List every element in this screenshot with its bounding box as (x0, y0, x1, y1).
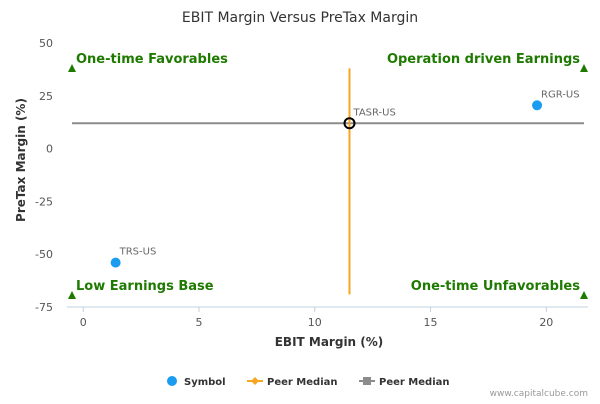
median-lines (72, 68, 584, 295)
y-tick-labels: 50 25 0 -25 -50 -75 (35, 37, 53, 314)
x-tick-label: 20 (539, 316, 553, 329)
quadrant-labels: One-time Favorables Operation driven Earn… (68, 52, 588, 299)
legend: Symbol Peer Median Peer Median (167, 376, 450, 388)
data-point (532, 100, 543, 111)
quadrant-marker-top-right (580, 64, 588, 72)
quadrant-label-top-left: One-time Favorables (76, 52, 228, 67)
x-tick-label: 0 (80, 316, 87, 329)
data-points: RGR-US TRS-US TASR-US (110, 89, 580, 268)
highlight-point-label: TASR-US (352, 107, 395, 118)
data-point (110, 257, 121, 268)
legend-marker-median-x (251, 377, 259, 385)
legend-marker-symbol (167, 376, 177, 386)
x-tick-labels: 0 5 10 15 20 (80, 307, 553, 329)
legend-label-median-y: Peer Median (379, 377, 450, 388)
y-tick-label: 25 (39, 90, 53, 103)
point-label: RGR-US (541, 89, 580, 100)
y-tick-label: -75 (35, 301, 53, 314)
y-tick-label: 50 (39, 37, 53, 50)
quadrant-marker-bottom-right (580, 291, 588, 299)
quadrant-marker-top-left (68, 64, 76, 72)
legend-label-symbol: Symbol (184, 377, 226, 388)
highlight-point (343, 117, 356, 130)
x-tick-label: 15 (424, 316, 438, 329)
legend-marker-median-y (363, 377, 371, 385)
y-tick-label: -25 (35, 195, 53, 208)
x-axis-label: EBIT Margin (%) (275, 335, 384, 349)
y-axis-label: PreTax Margin (%) (14, 98, 28, 222)
credit-text: www.capitalcube.com (490, 389, 588, 399)
chart-title: EBIT Margin Versus PreTax Margin (182, 10, 418, 26)
quadrant-marker-bottom-left (68, 291, 76, 299)
y-tick-label: -50 (35, 248, 53, 261)
legend-label-median-x: Peer Median (267, 377, 338, 388)
y-tick-label: 0 (46, 143, 53, 156)
quadrant-label-bottom-left: Low Earnings Base (76, 279, 214, 294)
quadrant-label-top-right: Operation driven Earnings (387, 52, 580, 67)
x-tick-label: 5 (195, 316, 202, 329)
x-tick-label: 10 (308, 316, 322, 329)
point-label: TRS-US (119, 247, 157, 258)
quadrant-label-bottom-right: One-time Unfavorables (411, 279, 580, 294)
